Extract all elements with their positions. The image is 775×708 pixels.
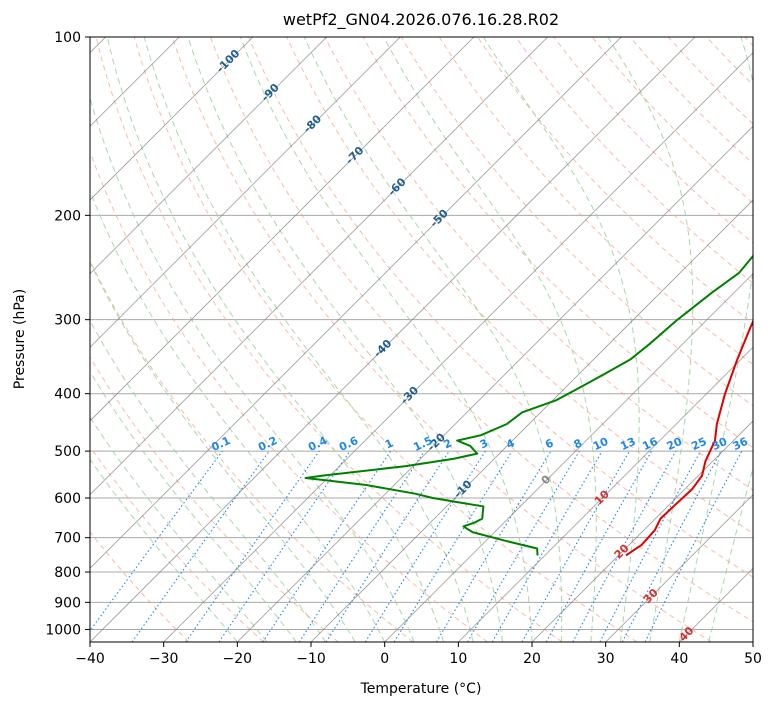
dry-adiabat-line	[90, 150, 488, 642]
dry-adiabat-line	[439, 37, 753, 366]
plot-frame	[89, 36, 754, 643]
mixing-ratio-label: 30	[710, 435, 730, 453]
chart-title: wetPf2_GN04.2026.076.16.28.R02	[283, 10, 559, 30]
dry-adiabat-line	[90, 356, 339, 642]
isotherm-line	[90, 37, 401, 348]
isotherm-line	[90, 37, 475, 422]
mixing-ratio-line	[131, 450, 270, 642]
moist-adiabat-line	[90, 458, 238, 642]
temperature-profile-line	[625, 319, 753, 557]
mixing-ratio-label: 10	[591, 435, 611, 453]
mixing-ratio-line	[545, 450, 653, 642]
x-tick-label: −30	[149, 651, 179, 667]
mixing-ratio-line	[521, 450, 630, 642]
x-tick-label: −40	[75, 651, 105, 667]
dry-adiabat-line	[133, 37, 638, 642]
isobar-grid	[90, 37, 753, 630]
moist-adiabat-line	[678, 37, 753, 642]
x-tick-label: 20	[523, 651, 541, 667]
mixing-ratio-line	[262, 450, 392, 642]
isotherm-line	[90, 37, 622, 569]
y-tick-label: 400	[54, 387, 81, 403]
moist-adiabat-line	[90, 370, 297, 642]
y-axis-ticks: 100 200 300 400 500 600 700 800 900 1000	[45, 30, 90, 638]
moist-adiabat-line	[383, 37, 597, 642]
moist-adiabat-line	[90, 260, 356, 642]
isotherm-line	[384, 273, 753, 642]
mixing-ratio-label: 20	[665, 435, 685, 453]
mixing-ratio-label: 36	[731, 435, 751, 453]
x-tick-label: 0	[380, 651, 389, 667]
y-tick-label: 500	[54, 444, 81, 460]
isotherm-line	[90, 37, 696, 642]
mixing-ratio-line	[298, 450, 425, 642]
dry-adiabat-line	[171, 37, 712, 642]
y-tick-label: 600	[54, 491, 81, 507]
x-tick-label: −10	[296, 651, 326, 667]
moist-adiabat-line	[303, 37, 563, 642]
x-axis-title: Temperature (°C)	[360, 681, 482, 697]
mixing-ratio-line	[185, 450, 320, 642]
dewpoint-profile-line	[304, 254, 753, 556]
isotherm-line	[237, 125, 753, 642]
isotherm-line	[90, 37, 254, 201]
dry-adiabat-line	[95, 37, 563, 642]
y-tick-label: 1000	[45, 622, 81, 638]
moist-adiabat-line	[90, 319, 327, 642]
moist-adiabat-line	[187, 37, 504, 642]
y-tick-label: 700	[54, 531, 81, 547]
isotherm-line	[163, 52, 753, 642]
x-tick-label: −20	[223, 651, 253, 667]
y-tick-label: 300	[54, 313, 81, 329]
x-tick-label: 40	[670, 651, 688, 667]
dry-adiabat-line	[210, 37, 753, 623]
x-axis-ticks: −40 −30 −20 −10 0 10 20 30 40 50	[75, 642, 762, 667]
moist-adiabat-line	[106, 37, 445, 642]
isotherm-line	[605, 494, 753, 642]
moist-adiabat-line	[239, 37, 533, 642]
y-tick-label: 900	[54, 595, 81, 611]
mixing-ratio-line	[325, 450, 450, 642]
dry-adiabat-line	[90, 531, 190, 642]
moist-adiabat-line	[90, 416, 268, 642]
isotherm-grid	[90, 37, 753, 642]
mixing-ratio-line	[393, 450, 513, 642]
y-tick-label: 100	[54, 30, 81, 46]
mixing-ratio-label: 16	[640, 435, 660, 453]
dry-adiabat-line	[90, 445, 264, 642]
mixing-ratio-label: 13	[618, 435, 637, 453]
isotherm-line	[90, 37, 548, 496]
x-tick-label: 10	[449, 651, 467, 667]
moist-adiabat-line	[482, 37, 640, 642]
y-tick-label: 800	[54, 565, 81, 581]
moist-adiabat-line	[708, 466, 753, 642]
mixing-ratio-label: 25	[689, 435, 708, 453]
moist-adiabat-line	[90, 189, 386, 642]
mixing-ratio-line	[572, 450, 677, 642]
mixing-ratio-line	[90, 450, 223, 632]
isotherm-line	[458, 346, 753, 642]
dry-adiabat-line	[400, 37, 753, 407]
isotherm-line	[531, 420, 753, 642]
dry-adiabat-line	[515, 37, 753, 284]
y-axis-title: Pressure (hPa)	[12, 289, 28, 389]
isotherm-line	[310, 199, 753, 642]
isotherm-line	[90, 37, 327, 275]
mixing-ratio-line	[644, 450, 743, 642]
moist-adiabat-line	[143, 37, 474, 642]
dry-adiabat-line	[248, 37, 753, 578]
profiles	[304, 254, 753, 557]
x-tick-label: 30	[597, 651, 615, 667]
moist-adiabat-line	[607, 37, 694, 642]
mixing-ratio-line	[218, 450, 351, 642]
x-tick-label: 50	[744, 651, 762, 667]
mixing-ratio-lines	[90, 450, 743, 642]
y-tick-label: 200	[54, 208, 81, 224]
